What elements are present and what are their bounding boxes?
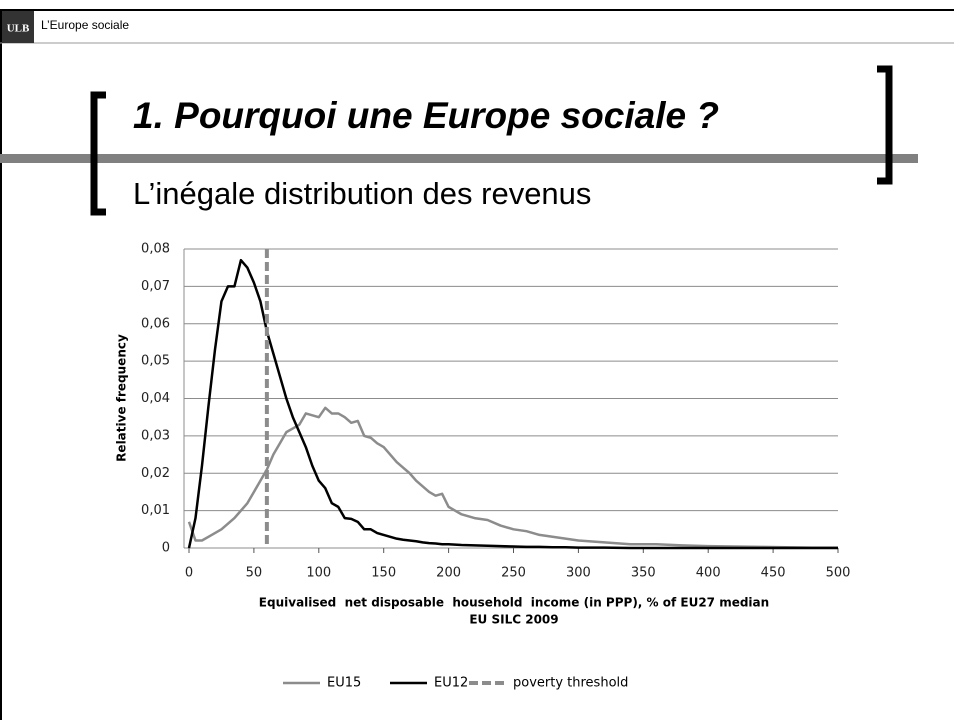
x-tick-label: 300 — [566, 566, 591, 581]
x-axis-label-2: EU SILC 2009 — [469, 613, 558, 627]
x-tick-label: 450 — [761, 566, 786, 581]
legend-label: poverty threshold — [513, 676, 628, 691]
header-title: L’Europe sociale — [41, 18, 129, 32]
series-line — [187, 406, 838, 549]
chart: 0 0,01 0,02 0,03 0,04 0,05 0,06 0,07 0,08 0 50 100 1… — [115, 242, 851, 691]
y-tick-label: 0 — [162, 541, 170, 556]
x-tick-label: 200 — [436, 566, 461, 581]
x-tick-label: 250 — [501, 566, 526, 581]
x-tick-label: 150 — [371, 566, 396, 581]
y-tick-label: 0,08 — [141, 242, 170, 257]
slide-subtitle: L’inégale distribution des revenus — [133, 176, 591, 211]
slide-title: 1. Pourquoi une Europe sociale ? — [133, 95, 719, 136]
title-band — [0, 154, 918, 163]
legend-label: EU12 — [434, 676, 468, 691]
x-tick-label: 100 — [306, 566, 331, 581]
y-tick-label: 0,01 — [141, 503, 170, 518]
y-tick-label: 0,07 — [141, 279, 170, 294]
x-tick-label: 50 — [246, 566, 263, 581]
x-tick-label: 500 — [826, 566, 851, 581]
left-bracket — [90, 91, 106, 216]
logo: ULB — [7, 23, 30, 35]
right-bracket — [877, 65, 893, 185]
x-axis-label: Equivalised net disposable household inc… — [259, 596, 769, 610]
x-tick-label: 350 — [631, 566, 656, 581]
y-tick-label: 0,05 — [141, 354, 170, 369]
y-tick-label: 0,06 — [141, 316, 170, 331]
x-tick-label: 0 — [185, 566, 193, 581]
y-tick-label: 0,03 — [141, 428, 170, 443]
y-tick-label: 0,04 — [141, 391, 170, 406]
x-tick-label: 400 — [696, 566, 721, 581]
y-tick-label: 0,02 — [141, 466, 170, 481]
series-line — [187, 258, 838, 550]
logo-box — [2, 11, 34, 43]
y-axis-label: Relative frequency — [115, 334, 129, 462]
legend-label: EU15 — [327, 676, 361, 691]
